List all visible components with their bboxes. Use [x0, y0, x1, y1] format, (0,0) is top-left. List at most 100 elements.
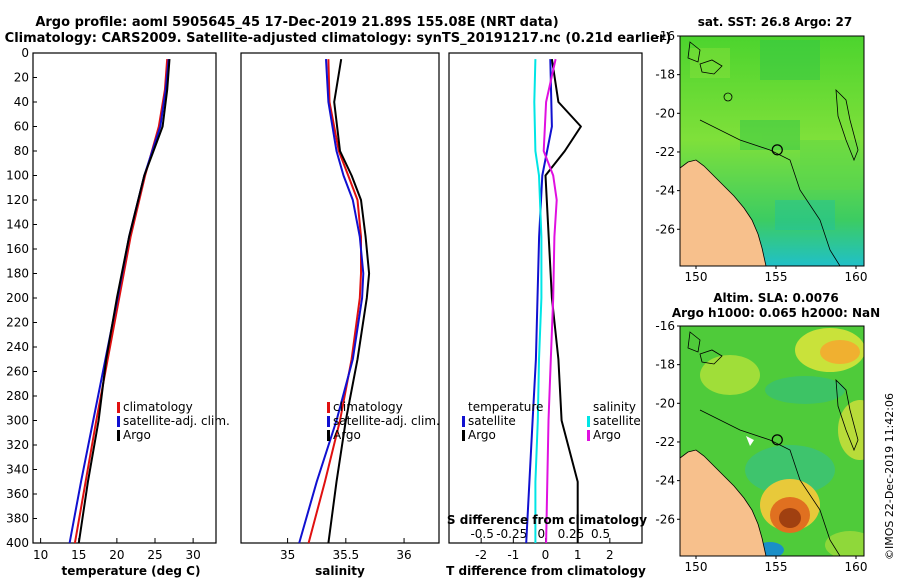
- sst-map-title: sat. SST: 26.8 Argo: 27: [698, 15, 852, 29]
- depth-tick-label: 200: [6, 291, 29, 305]
- salinity-tick-label: 35: [280, 548, 295, 562]
- salinity-tick-label: 35.5: [332, 548, 359, 562]
- map-lat-tick-label: -22: [655, 145, 675, 159]
- temperature-tick-label: 20: [109, 548, 124, 562]
- sst-map-seamount: [723, 92, 733, 102]
- temperature-legend-title: temperature: [468, 400, 543, 414]
- sst-map-frame: [679, 35, 865, 267]
- t-difference-tick-label: 2: [606, 548, 614, 562]
- temperature-panel: 0 20 40 60 80 100 120 140 160 180 200 220 240 260 280 3…: [6, 46, 453, 578]
- depth-tick-label: 380: [6, 512, 29, 526]
- legend-label-1: satellite-adj. clim.: [333, 414, 440, 428]
- map-lat-tick-label: -24: [655, 474, 675, 488]
- depth-tick-label: 220: [6, 316, 29, 330]
- series-line-difference-2: [533, 59, 543, 543]
- salinity-axis-ticks: 35 35.5 36: [280, 538, 412, 562]
- map-lon-tick-label: 155: [765, 560, 788, 574]
- temperature-legend-swatch-1: [462, 430, 465, 441]
- t-difference-tick-label: 0: [542, 548, 550, 562]
- temperature-tick-label: 25: [147, 548, 162, 562]
- sst-map-texture: [690, 40, 860, 230]
- map-lat-tick-label: -20: [655, 396, 675, 410]
- sla-map-title-line1: Altim. SLA: 0.0076: [713, 291, 839, 305]
- sla-map-argo-marker: [771, 434, 783, 446]
- salinity-plot-frame: [240, 52, 440, 544]
- sst-map-land: [680, 159, 767, 266]
- legend-label-1: satellite-adj. clim.: [123, 414, 230, 428]
- map-lat-tick-label: -24: [655, 184, 675, 198]
- figure-title-line2: Climatology: CARS2009. Satellite-adjuste…: [5, 31, 672, 46]
- legend-swatch-1: [117, 416, 120, 427]
- s-difference-tick-label: 0.5: [591, 527, 610, 541]
- depth-tick-label: 400: [6, 536, 29, 550]
- salinity-legend-label-0: satellite: [593, 414, 641, 428]
- temperature-axis-ticks: 10 15 20 25 30: [33, 538, 201, 562]
- legend-label-2: Argo: [333, 428, 361, 442]
- depth-tick-label: 180: [6, 267, 29, 281]
- depth-tick-label: 20: [14, 71, 29, 85]
- map-lat-tick-label: -18: [655, 68, 675, 82]
- salinity-legend-title: salinity: [593, 400, 636, 414]
- depth-tick-label: 160: [6, 242, 29, 256]
- salinity-tick-label: 36: [396, 548, 411, 562]
- difference-legend: temperaturesatelliteArgosalinitysatellit…: [462, 400, 641, 442]
- figure-title-line1: Argo profile: aoml 5905645_45 17-Dec-201…: [35, 15, 558, 30]
- legend-label-2: Argo: [123, 428, 151, 442]
- map-lon-tick-label: 160: [845, 270, 868, 284]
- depth-tick-label: 320: [6, 438, 29, 452]
- temperature-legend-label-1: Argo: [468, 428, 496, 442]
- depth-tick-label: 120: [6, 193, 29, 207]
- legend-label-0: climatology: [333, 400, 403, 414]
- sst-map-argo-marker: [771, 144, 783, 156]
- temperature-legend-swatch-0: [462, 416, 465, 427]
- map-lat-tick-label: -16: [655, 319, 675, 333]
- map-lat-tick-label: -16: [655, 29, 675, 43]
- legend-label-0: climatology: [123, 400, 193, 414]
- sla-map-panel: Altim. SLA: 0.0076 Argo h1000: 0.065 h20…: [655, 291, 880, 574]
- temperature-tick-label: 15: [71, 548, 86, 562]
- sla-map-white-patch: [746, 436, 754, 446]
- sla-map-ticks: 150 155 160 -16 -18 -20 -22 -24 -26: [655, 319, 867, 574]
- t-difference-axis-ticks: -2 -1 0 1 2: [475, 538, 614, 562]
- depth-tick-label: 260: [6, 365, 29, 379]
- legend-swatch-0: [117, 402, 120, 413]
- depth-tick-label: 0: [21, 46, 29, 60]
- temperature-axis-label: temperature (deg C): [62, 564, 201, 578]
- temperature-tick-label: 30: [185, 548, 200, 562]
- s-difference-tick-label: 0: [538, 527, 546, 541]
- series-line-temperature-0: [73, 59, 169, 544]
- map-lat-tick-label: -26: [655, 222, 675, 236]
- map-lon-tick-label: 150: [685, 270, 708, 284]
- map-lat-tick-label: -26: [655, 512, 675, 526]
- sst-map-reef-contours: [687, 41, 859, 266]
- difference-panel: -2 -1 0 1 2 -0.5 -0.25 0 0.25 0.5 temperaturesat…: [446, 52, 647, 578]
- t-difference-tick-label: -2: [475, 548, 487, 562]
- t-difference-tick-label: 1: [574, 548, 582, 562]
- series-line-salinity-1: [298, 59, 365, 544]
- sst-map-panel: sat. SST: 26.8 Argo: 27 150 155 160 -16 -18 -…: [655, 15, 867, 284]
- series-line-difference-0: [525, 59, 553, 544]
- sst-map-field: [680, 36, 864, 266]
- map-lon-tick-label: 155: [765, 270, 788, 284]
- legend-swatch-2: [327, 430, 330, 441]
- salinity-legend-swatch-1: [587, 430, 590, 441]
- series-line-difference-1: [544, 58, 582, 543]
- s-difference-axis-label: S difference from climatology: [447, 513, 647, 527]
- imos-credit: ©IMOS 22-Dec-2019 11:42:06: [883, 393, 896, 560]
- depth-tick-label: 240: [6, 340, 29, 354]
- sla-map-frame: [679, 325, 865, 557]
- map-lon-tick-label: 160: [845, 560, 868, 574]
- t-difference-axis-label: T difference from climatology: [446, 564, 646, 578]
- sst-map-ticks: 150 155 160 -16 -18 -20 -22 -24 -26: [655, 29, 867, 284]
- depth-tick-label: 100: [6, 169, 29, 183]
- temperature-plot-frame: [32, 52, 217, 544]
- depth-tick-label: 340: [6, 463, 29, 477]
- map-lat-tick-label: -22: [655, 435, 675, 449]
- temperature-legend-label-0: satellite: [468, 414, 516, 428]
- series-line-difference-3: [542, 58, 558, 544]
- t-difference-tick-label: -1: [507, 548, 519, 562]
